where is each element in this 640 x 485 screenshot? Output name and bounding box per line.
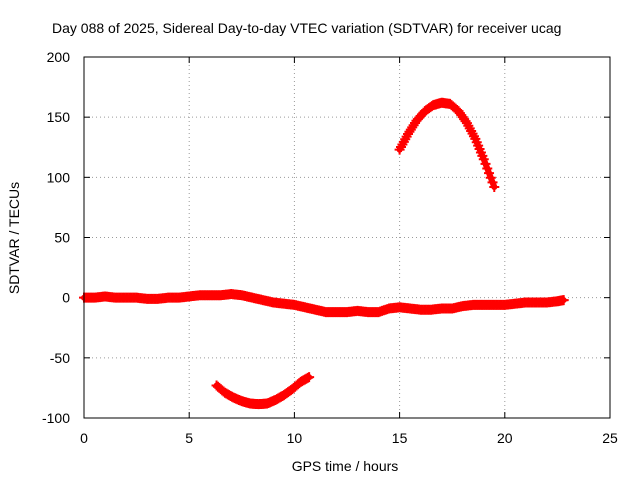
grid-layer bbox=[84, 57, 610, 418]
chart-title: Day 088 of 2025, Sidereal Day-to-day VTE… bbox=[52, 20, 561, 36]
series-arc-high bbox=[394, 97, 500, 192]
data-point bbox=[482, 163, 493, 174]
data-point bbox=[558, 295, 569, 306]
x-tick-label: 15 bbox=[392, 430, 408, 446]
x-tick-label: 5 bbox=[185, 430, 193, 446]
x-tick-label: 10 bbox=[287, 430, 303, 446]
data-point bbox=[304, 372, 315, 383]
y-tick-label: -100 bbox=[42, 410, 70, 426]
data-point bbox=[478, 154, 489, 165]
x-tick-label: 20 bbox=[497, 430, 513, 446]
x-tick-label: 25 bbox=[602, 430, 618, 446]
y-tick-label: -50 bbox=[50, 350, 70, 366]
data-point bbox=[489, 181, 500, 192]
series-main-band bbox=[79, 289, 569, 318]
data-point bbox=[487, 177, 498, 188]
y-tick-label: 100 bbox=[47, 169, 71, 185]
data-layer bbox=[79, 97, 569, 410]
plot-frame bbox=[83, 56, 611, 419]
x-tick-label: 0 bbox=[80, 430, 88, 446]
y-tick-label: 0 bbox=[62, 290, 70, 306]
y-tick-label: 200 bbox=[47, 49, 71, 65]
series-arc-low bbox=[211, 372, 315, 410]
data-point bbox=[485, 172, 496, 183]
y-axis-label: SDTVAR / TECUs bbox=[6, 182, 22, 294]
tick-label-layer: 0 5 10 15 20 25 -100 -50 0 50 100 150 200 bbox=[42, 49, 618, 446]
data-point bbox=[484, 168, 495, 179]
tick-layer bbox=[83, 56, 611, 419]
y-tick-label: 50 bbox=[54, 230, 70, 246]
x-axis-label: GPS time / hours bbox=[292, 458, 399, 474]
data-point bbox=[480, 158, 491, 169]
y-tick-label: 150 bbox=[47, 109, 71, 125]
